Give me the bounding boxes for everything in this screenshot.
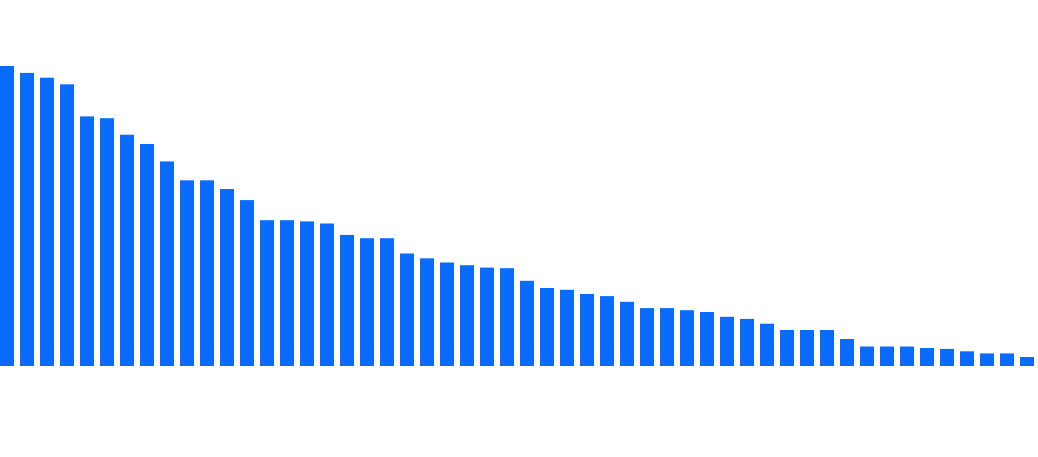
bar-8 bbox=[140, 144, 154, 366]
bar-41 bbox=[800, 330, 814, 366]
bar-37 bbox=[720, 316, 734, 366]
bar-10 bbox=[180, 180, 194, 366]
bar-15 bbox=[280, 220, 294, 366]
bar-48 bbox=[940, 348, 954, 366]
bar-18 bbox=[340, 234, 354, 366]
bar-47 bbox=[920, 348, 934, 366]
bar-34 bbox=[660, 308, 674, 366]
bar-26 bbox=[500, 268, 514, 366]
bar-24 bbox=[460, 265, 474, 366]
bar-45 bbox=[880, 346, 894, 366]
bar-11 bbox=[200, 180, 214, 366]
bar-series bbox=[0, 66, 1034, 367]
bar-27 bbox=[520, 280, 534, 366]
bar-6 bbox=[100, 118, 114, 366]
bar-9 bbox=[160, 161, 174, 366]
bar-36 bbox=[700, 312, 714, 366]
bar-35 bbox=[680, 310, 694, 366]
bar-51 bbox=[1000, 353, 1014, 366]
bar-21 bbox=[400, 253, 414, 366]
bar-40 bbox=[780, 330, 794, 366]
bar-20 bbox=[380, 238, 394, 366]
bar-28 bbox=[540, 288, 554, 366]
bar-16 bbox=[300, 221, 314, 366]
bar-33 bbox=[640, 308, 654, 366]
bar-38 bbox=[740, 318, 754, 366]
bar-52 bbox=[1020, 357, 1034, 366]
bar-13 bbox=[240, 200, 254, 366]
bar-12 bbox=[220, 189, 234, 366]
bar-7 bbox=[120, 134, 134, 366]
bar-32 bbox=[620, 301, 634, 366]
bar-39 bbox=[760, 323, 774, 366]
bar-30 bbox=[580, 294, 594, 366]
bar-14 bbox=[260, 220, 274, 366]
bar-5 bbox=[80, 116, 94, 367]
bar-4 bbox=[60, 84, 74, 367]
bar-42 bbox=[820, 330, 834, 366]
bar-17 bbox=[320, 223, 334, 366]
bar-49 bbox=[960, 351, 974, 366]
bar-3 bbox=[40, 77, 54, 366]
bar-23 bbox=[440, 262, 454, 366]
bar-2 bbox=[20, 72, 34, 367]
bar-46 bbox=[900, 346, 914, 366]
bar-31 bbox=[600, 296, 614, 366]
bar-22 bbox=[420, 258, 434, 366]
bar-29 bbox=[560, 289, 574, 366]
bar-1 bbox=[0, 66, 14, 366]
bar-19 bbox=[360, 238, 374, 366]
bar-50 bbox=[980, 353, 994, 366]
bar-43 bbox=[840, 339, 854, 366]
bar-25 bbox=[480, 267, 494, 366]
bar-44 bbox=[860, 346, 874, 366]
